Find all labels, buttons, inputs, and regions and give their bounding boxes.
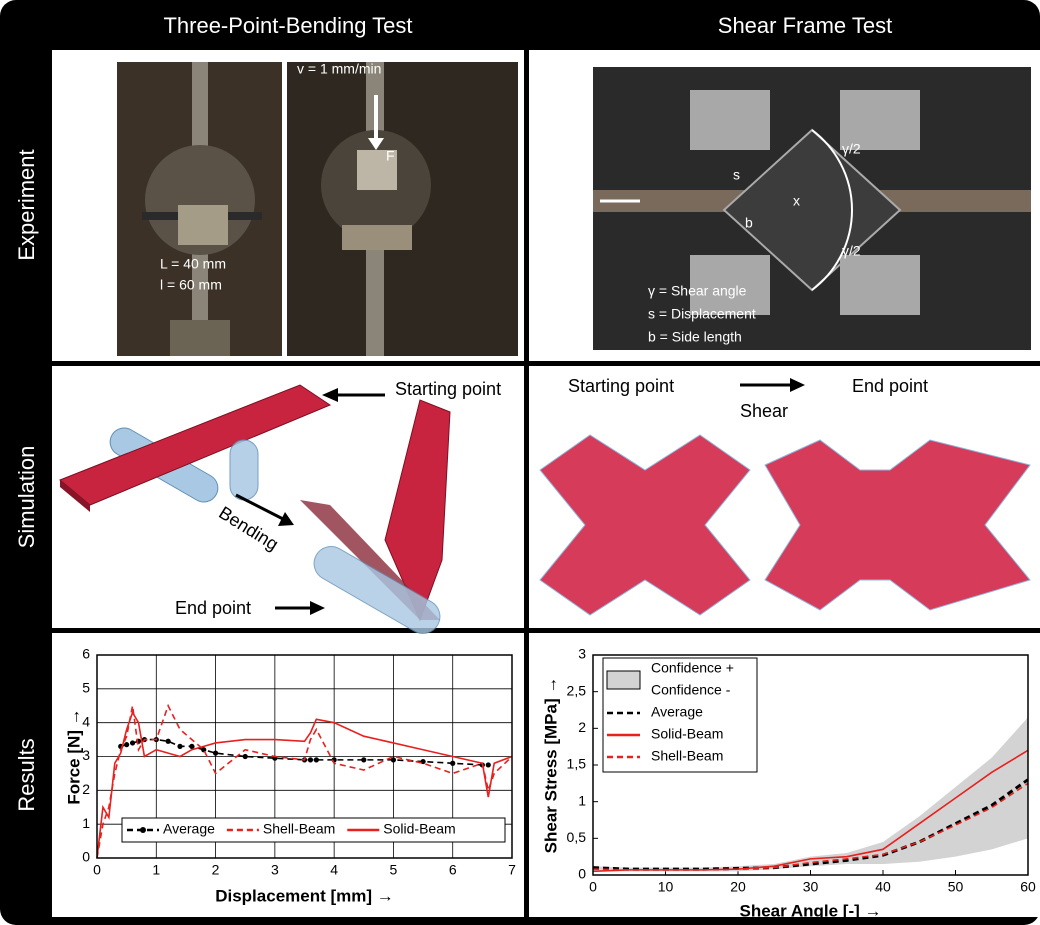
legend-label: Average	[163, 821, 215, 837]
marker	[166, 739, 171, 744]
annotation: F	[386, 148, 395, 164]
marker	[243, 754, 248, 759]
marker	[450, 761, 455, 766]
annotation: l = 60 mm	[160, 277, 222, 293]
legend-label: Average	[651, 704, 703, 720]
marker	[177, 744, 182, 749]
row-label: Experiment	[14, 149, 39, 260]
marker	[124, 742, 129, 747]
column-title: Three-Point-Bending Test	[163, 13, 412, 38]
x-tick-label: 10	[658, 879, 674, 895]
photo-bending-end	[287, 62, 518, 356]
annotation: γ/2	[842, 141, 861, 157]
x-tick-label: 3	[271, 862, 279, 878]
y-tick-label: 1	[82, 815, 90, 831]
x-tick-label: 1	[152, 862, 160, 878]
x-tick-label: 5	[390, 862, 398, 878]
annotation: s	[733, 167, 740, 183]
y-axis-title: Shear Stress [MPa] →	[541, 677, 560, 854]
annotation: End point	[175, 598, 251, 618]
annotation: Starting point	[568, 376, 674, 396]
legend-label: Confidence -	[651, 682, 731, 698]
marker	[213, 751, 218, 756]
legend-label: Shell-Beam	[263, 821, 335, 837]
x-tick-label: 6	[449, 862, 457, 878]
y-tick-label: 2	[578, 719, 586, 735]
annotation: s = Displacement	[648, 306, 756, 322]
x-tick-label: 20	[730, 879, 746, 895]
marker	[130, 740, 135, 745]
x-tick-label: 30	[803, 879, 819, 895]
x-tick-label: 0	[93, 862, 101, 878]
x-tick-label: 50	[948, 879, 964, 895]
marker	[361, 757, 366, 762]
y-tick-label: 0	[82, 849, 90, 865]
y-tick-label: 1	[578, 792, 586, 808]
annotation: x	[793, 193, 800, 209]
x-tick-label: 40	[875, 879, 891, 895]
legend-symbol	[607, 671, 640, 689]
column-title: Shear Frame Test	[718, 13, 892, 38]
annotation: Shear	[740, 401, 788, 421]
x-tick-label: 7	[508, 862, 516, 878]
marker	[314, 757, 319, 762]
annotation: v = 1 mm/min	[297, 61, 381, 77]
x-tick-label: 2	[212, 862, 220, 878]
annotation: b	[745, 215, 753, 231]
legend-label: Confidence +	[651, 660, 734, 676]
x-tick-label: 60	[1020, 879, 1036, 895]
photo-bending-start	[117, 62, 282, 356]
y-tick-label: 2,5	[567, 682, 587, 698]
legend-label: Solid-Beam	[383, 821, 455, 837]
y-axis-title: Force [N] →	[64, 708, 83, 804]
marker	[308, 757, 313, 762]
annotation: γ/2	[842, 243, 861, 259]
legend-marker	[140, 827, 146, 833]
marker	[486, 762, 491, 767]
legend-label: Solid-Beam	[651, 726, 723, 742]
y-tick-label: 6	[82, 646, 90, 662]
annotation: End point	[852, 376, 928, 396]
x-tick-label: 0	[589, 879, 597, 895]
y-tick-label: 3	[578, 646, 586, 662]
annotation: γ = Shear angle	[648, 283, 747, 299]
y-tick-label: 0	[578, 866, 586, 882]
figure: Three-Point-Bending Test Shear Frame Tes…	[0, 0, 1040, 925]
annotation: b = Side length	[648, 329, 742, 345]
x-axis-title: Displacement [mm] →	[215, 886, 394, 905]
marker	[189, 744, 194, 749]
legend-label: Shell-Beam	[651, 748, 723, 764]
annotation: L = 40 mm	[160, 256, 226, 272]
annotation: Starting point	[395, 379, 501, 399]
y-tick-label: 1,5	[567, 756, 587, 772]
x-axis-title: Shear Angle [-] →	[740, 901, 882, 920]
y-tick-label: 5	[82, 680, 90, 696]
y-tick-label: 0,5	[567, 829, 587, 845]
row-label: Results	[14, 738, 39, 811]
row-label: Simulation	[14, 446, 39, 549]
x-tick-label: 4	[330, 862, 338, 878]
